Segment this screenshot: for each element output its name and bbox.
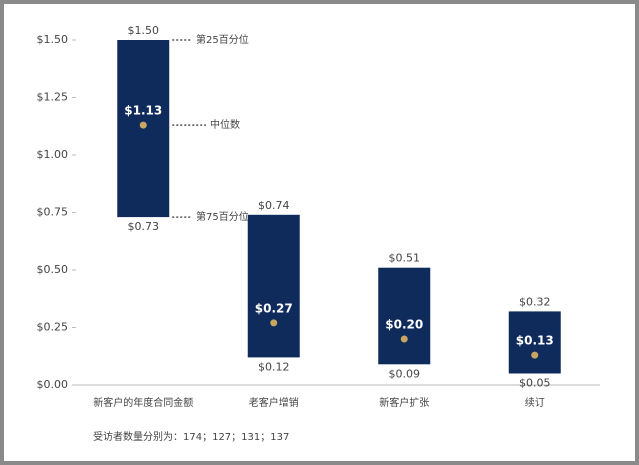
y-tick-label: $1.00: [37, 148, 69, 161]
range-bar: [508, 311, 561, 374]
y-tick-label: $1.50: [37, 33, 69, 46]
median-label: $0.20: [385, 318, 423, 332]
low-label: $0.05: [519, 377, 551, 390]
median-dot: [139, 121, 147, 129]
x-tick-label: 新客户扩张: [379, 396, 429, 409]
y-tick-label: $0.50: [37, 263, 69, 276]
high-label: $0.51: [389, 252, 421, 265]
high-label: $0.74: [258, 199, 290, 212]
range-bar: [378, 267, 431, 365]
x-tick-label: 续订: [525, 396, 545, 409]
annotation: 第75百分位: [196, 210, 249, 223]
high-label: $0.32: [519, 295, 551, 308]
y-tick-label: $0.75: [37, 206, 69, 219]
high-label: $1.50: [128, 24, 160, 37]
x-tick-label: 新客户的年度合同金额: [93, 396, 193, 409]
median-label: $0.27: [255, 301, 293, 315]
y-tick-label: $0.25: [37, 321, 69, 334]
range-bar: [247, 214, 300, 358]
footnote: 受访者数量分别为：174；127；131；137: [93, 430, 289, 443]
median-label: $1.13: [124, 104, 162, 118]
y-tick-label: $1.25: [37, 91, 69, 104]
low-label: $0.09: [389, 367, 421, 380]
low-label: $0.73: [128, 220, 160, 233]
median-dot: [270, 319, 278, 327]
x-tick-label: 老客户增销: [249, 396, 299, 409]
low-label: $0.12: [258, 360, 290, 373]
y-tick-label: $0.00: [37, 378, 69, 391]
annotation: 第25百分位: [196, 33, 249, 46]
median-label: $0.13: [516, 334, 554, 348]
annotation: 中位数: [210, 118, 240, 131]
median-dot: [400, 335, 408, 343]
median-dot: [531, 351, 539, 359]
